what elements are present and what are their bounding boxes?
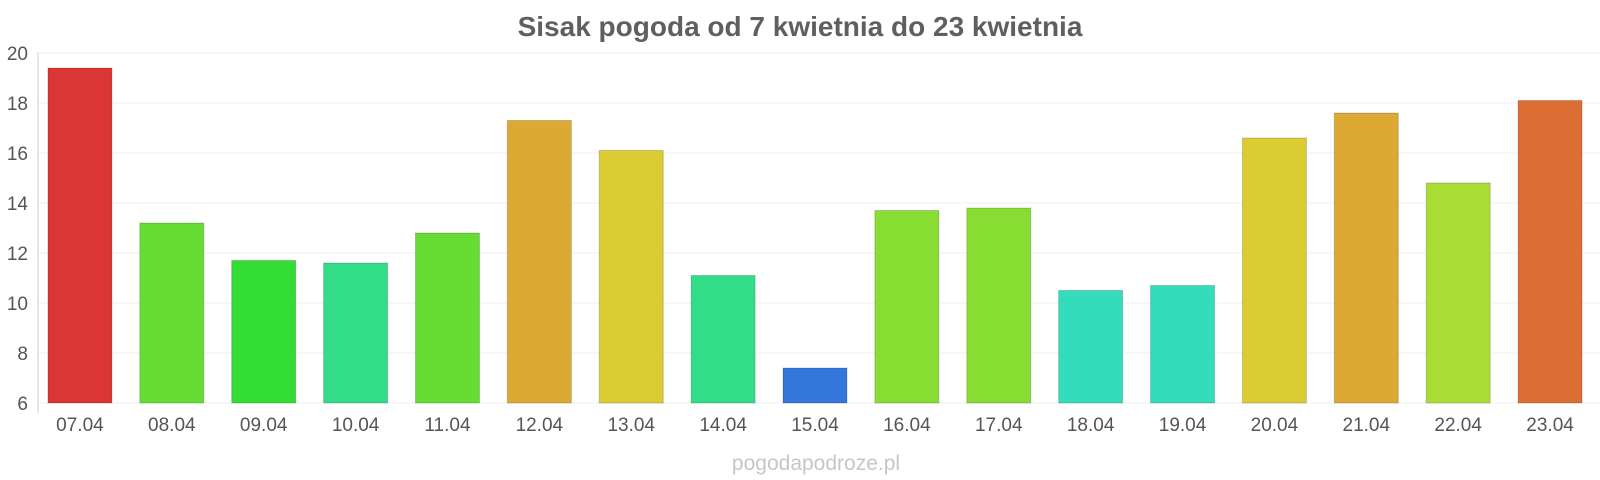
- x-tick-label: 19.04: [1159, 415, 1207, 436]
- y-tick-label: 16: [7, 144, 28, 165]
- y-tick-label: 10: [7, 294, 28, 315]
- x-tick-label: 20.04: [1251, 415, 1299, 436]
- y-tick-label: 6: [17, 394, 28, 415]
- x-tick-label: 17.04: [975, 415, 1023, 436]
- bars: [47, 67, 1583, 404]
- bar-22.04: [1425, 182, 1491, 404]
- bar-15.04: [782, 367, 848, 404]
- x-tick-label: 18.04: [1067, 415, 1115, 436]
- bar-19.04: [1150, 285, 1216, 404]
- x-tick-label: 16.04: [883, 415, 931, 436]
- bar-13.04: [598, 150, 664, 404]
- x-tick-label: 07.04: [56, 415, 104, 436]
- bar-23.04: [1517, 100, 1583, 404]
- x-tick-label: 10.04: [332, 415, 380, 436]
- bar-20.04: [1241, 137, 1307, 404]
- x-tick-label: 15.04: [791, 415, 839, 436]
- bar-10.04: [323, 262, 389, 404]
- bar-14.04: [690, 275, 756, 404]
- chart-title: Sisak pogoda od 7 kwietnia do 23 kwietni…: [518, 11, 1083, 42]
- x-tick-label: 11.04: [424, 415, 471, 436]
- bar-18.04: [1058, 290, 1124, 404]
- bar-08.04: [139, 222, 205, 404]
- bar-16.04: [874, 210, 940, 404]
- bar-21.04: [1333, 112, 1399, 404]
- y-tick-label: 14: [7, 194, 29, 215]
- x-tick-label: 14.04: [699, 415, 747, 436]
- y-axis: 6 8 10 12 14 16 18 20: [7, 44, 39, 415]
- x-tick-label: 08.04: [148, 415, 196, 436]
- bar-17.04: [966, 207, 1032, 404]
- x-tick-label: 21.04: [1343, 415, 1391, 436]
- bar-11.04: [414, 232, 480, 404]
- y-tick-label: 20: [7, 44, 28, 65]
- x-axis-labels: 07.04 08.04 09.04 10.04 11.04 12.04 13.04 14.04…: [56, 415, 1574, 436]
- x-tick-label: 09.04: [240, 415, 288, 436]
- grid-lines: [38, 52, 1600, 404]
- y-tick-label: 8: [17, 344, 28, 365]
- x-tick-label: 13.04: [607, 415, 655, 436]
- x-tick-label: 12.04: [516, 415, 564, 436]
- bar-09.04: [231, 260, 297, 404]
- y-tick-label: 18: [7, 94, 28, 115]
- y-tick-label: 12: [7, 244, 28, 265]
- bar-07.04: [47, 67, 113, 404]
- x-tick-label: 22.04: [1434, 415, 1482, 436]
- watermark-text: pogodapodroze.pl: [732, 452, 900, 475]
- x-tick-label: 23.04: [1526, 415, 1574, 436]
- bar-12.04: [506, 120, 572, 404]
